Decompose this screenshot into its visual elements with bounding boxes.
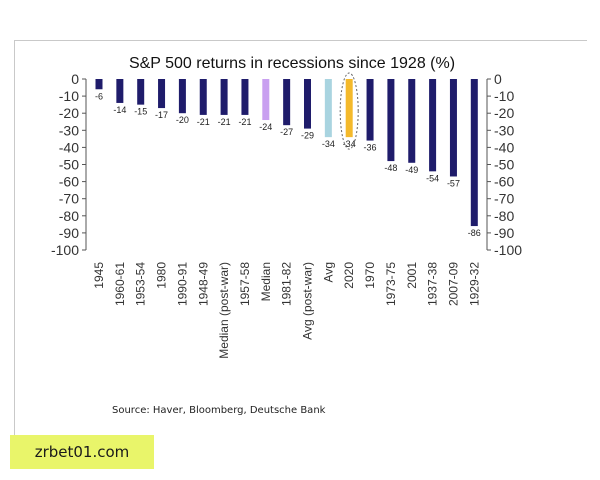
y-tick-label: -20 bbox=[59, 105, 79, 121]
y-tick-label: -50 bbox=[59, 157, 79, 173]
bar-1929-32 bbox=[470, 79, 478, 227]
y-tick-label: -60 bbox=[494, 174, 514, 190]
x-tick-label: 1960-61 bbox=[113, 262, 127, 306]
bar-2007-09 bbox=[449, 79, 457, 177]
value-label: -49 bbox=[405, 165, 418, 175]
y-tick-label: -10 bbox=[494, 88, 514, 104]
x-axis-labels: 1945 1960-61 1953-54 1980 1990-91 1948-49 Medi… bbox=[92, 262, 481, 359]
bar-1970 bbox=[366, 79, 374, 141]
x-tick-label: Avg bbox=[321, 262, 335, 282]
x-tick-label: 1929-32 bbox=[467, 262, 481, 306]
x-tick-label: 1953-54 bbox=[134, 262, 148, 306]
value-label: -21 bbox=[218, 117, 231, 127]
x-tick-label: 1980 bbox=[155, 262, 169, 289]
x-tick-label: 1945 bbox=[92, 262, 106, 289]
bar-1980 bbox=[158, 79, 166, 109]
value-label: -6 bbox=[95, 91, 103, 101]
bar-1981-82 bbox=[283, 79, 291, 126]
value-label: -27 bbox=[280, 127, 293, 137]
x-tick-label: 2001 bbox=[405, 262, 419, 289]
x-tick-label: 1973-75 bbox=[384, 262, 398, 306]
bar-1957-58 bbox=[241, 79, 249, 115]
value-label: -86 bbox=[468, 228, 481, 238]
y-tick-label: -40 bbox=[494, 139, 514, 155]
chart-frame bbox=[14, 40, 587, 440]
x-tick-label: 2020 bbox=[342, 262, 356, 289]
y-tick-label: -30 bbox=[59, 122, 79, 138]
bar-1990-91 bbox=[178, 79, 186, 114]
watermark-banner[interactable]: zrbet01.com bbox=[10, 435, 154, 469]
value-label: -20 bbox=[176, 115, 189, 125]
value-label: -54 bbox=[426, 173, 439, 183]
value-label: -17 bbox=[155, 110, 168, 120]
x-tick-label: Median bbox=[259, 262, 273, 301]
y-tick-label: -70 bbox=[494, 191, 514, 207]
right-y-axis: 0-10-20-30-40 -50-60-70-80-90-100 bbox=[486, 71, 522, 258]
bar-avg-post-war- bbox=[304, 79, 311, 129]
value-label: -34 bbox=[343, 139, 356, 149]
y-tick-label: 0 bbox=[71, 71, 79, 87]
y-tick-label: -90 bbox=[494, 225, 514, 241]
y-tick-label: 0 bbox=[494, 71, 502, 87]
bar-1948-49 bbox=[199, 79, 207, 115]
x-tick-label: Avg (post-war) bbox=[301, 262, 315, 340]
value-label: -34 bbox=[322, 139, 335, 149]
y-tick-label: -70 bbox=[59, 191, 79, 207]
bar-avg bbox=[324, 79, 332, 138]
bar-1973-75 bbox=[387, 79, 395, 162]
value-label: -24 bbox=[259, 122, 272, 132]
y-tick-label: -50 bbox=[494, 157, 514, 173]
value-labels-layer: -6 -14 -15 -17 -20 -21 -21 -21 -24 -27 -29 -34 -34 -3… bbox=[95, 91, 481, 238]
y-tick-label: -30 bbox=[494, 122, 514, 138]
value-label: -36 bbox=[364, 143, 377, 153]
y-tick-label: -80 bbox=[494, 208, 514, 224]
bar-1937-38 bbox=[429, 79, 437, 172]
value-label: -29 bbox=[301, 131, 314, 141]
bar-1960-61 bbox=[116, 79, 124, 103]
bar-1945 bbox=[95, 79, 103, 90]
y-tick-label: -60 bbox=[59, 174, 79, 190]
x-tick-label: 2007-09 bbox=[446, 262, 460, 306]
value-label: -15 bbox=[134, 107, 147, 117]
x-tick-label: 1937-38 bbox=[426, 262, 440, 306]
source-note: Source: Haver, Bloomberg, Deutsche Bank bbox=[112, 405, 326, 416]
x-tick-label: 1970 bbox=[363, 262, 377, 289]
x-tick-label: 1948-49 bbox=[196, 262, 210, 306]
bar-1953-54 bbox=[137, 79, 145, 105]
y-tick-label: -90 bbox=[59, 225, 79, 241]
y-tick-label: -20 bbox=[494, 105, 514, 121]
bar-2020 bbox=[345, 79, 353, 138]
highlight-ellipse bbox=[339, 72, 359, 150]
value-label: -57 bbox=[447, 178, 460, 188]
x-tick-label: 1981-82 bbox=[280, 262, 294, 306]
value-label: -21 bbox=[197, 117, 210, 127]
x-tick-label: 1990-91 bbox=[175, 262, 189, 306]
x-tick-label: Median (post-war) bbox=[217, 262, 231, 359]
y-tick-label: -80 bbox=[59, 208, 79, 224]
x-tick-label: 1957-58 bbox=[238, 262, 252, 306]
bars-layer bbox=[95, 72, 478, 227]
y-tick-label: -100 bbox=[51, 242, 79, 258]
chart-title: S&P 500 returns in recessions since 1928… bbox=[129, 55, 455, 72]
y-tick-label: -40 bbox=[59, 139, 79, 155]
bar-2001 bbox=[408, 79, 416, 163]
y-tick-label: -100 bbox=[494, 242, 522, 258]
y-tick-label: -10 bbox=[59, 88, 79, 104]
left-y-axis: 0-10-20-30-40 -50-60-70-80-90-100 bbox=[51, 71, 87, 258]
value-label: -14 bbox=[113, 105, 126, 115]
bar-median bbox=[262, 79, 270, 121]
value-label: -21 bbox=[238, 117, 251, 127]
value-label: -48 bbox=[384, 163, 397, 173]
bar-median-post-war- bbox=[220, 79, 228, 115]
